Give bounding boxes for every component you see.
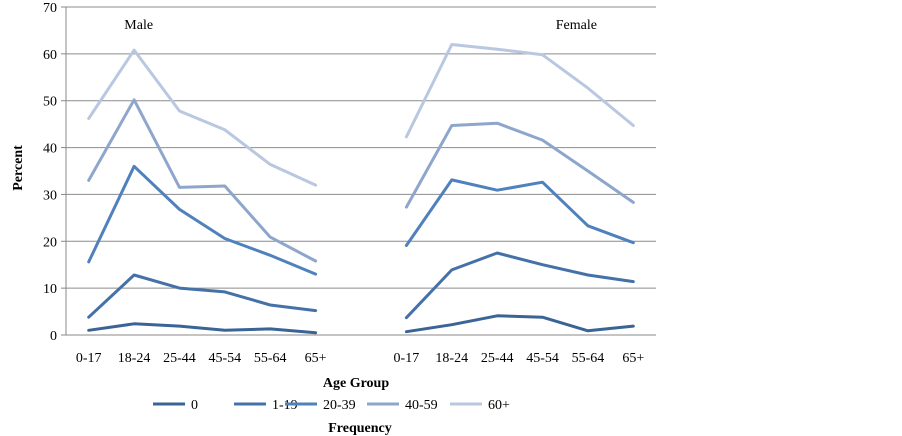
y-tick-label: 30 — [43, 188, 57, 203]
y-tick-label: 0 — [50, 329, 57, 344]
series-line-40-59 — [87, 98, 318, 263]
legend: 0 1-19 20-39 40-59 60+ — [153, 398, 510, 413]
legend-label: 0 — [191, 398, 198, 413]
legend-title: Frequency — [328, 421, 392, 436]
chart-panels: Male Female — [87, 18, 635, 335]
series-line-60+ — [87, 48, 318, 187]
y-tick-label: 40 — [43, 142, 57, 157]
panel-title: Female — [556, 18, 597, 33]
series-line-1-19 — [87, 273, 318, 319]
y-tick-label: 10 — [43, 282, 57, 297]
legend-item-20-39: 20-39 — [285, 398, 356, 413]
x-tick-label: 55-64 — [254, 351, 287, 366]
legend-item-60+: 60+ — [450, 398, 510, 413]
legend-item-1-19: 1-19 — [234, 398, 298, 413]
y-tick-label: 20 — [43, 235, 57, 250]
y-tick-label: 50 — [43, 95, 57, 110]
x-tick-label: 25-44 — [481, 351, 514, 366]
y-axis-title: Percent — [11, 145, 26, 191]
series-line-40-59 — [404, 121, 635, 209]
series-line-60+ — [404, 43, 635, 139]
x-tick-label: 18-24 — [118, 351, 151, 366]
legend-label: 40-59 — [405, 398, 438, 413]
x-tick-label: 0-17 — [394, 351, 420, 366]
panel-female: Female — [404, 18, 635, 334]
x-tick-label: 45-54 — [526, 351, 559, 366]
series-line-1-19 — [404, 251, 635, 320]
x-tick-label: 55-64 — [572, 351, 605, 366]
series-line-20-39 — [404, 178, 635, 247]
gridlines — [61, 6, 656, 336]
x-tick-label: 65+ — [622, 351, 644, 366]
x-tick-label: 25-44 — [163, 351, 196, 366]
x-axis-ticks: 0-17 18-24 25-44 45-54 55-64 65+ 0-17 18-24 25-4… — [76, 351, 644, 366]
panel-male: Male — [87, 18, 318, 335]
legend-item-0: 0 — [153, 398, 198, 413]
panel-title: Male — [124, 18, 153, 33]
series-line-0 — [87, 322, 318, 335]
series-line-0 — [404, 314, 635, 334]
legend-label: 20-39 — [323, 398, 356, 413]
y-tick-label: 60 — [43, 48, 57, 63]
series-line-20-39 — [87, 164, 318, 276]
x-tick-label: 18-24 — [435, 351, 468, 366]
x-tick-label: 65+ — [305, 351, 327, 366]
y-axis-ticks: 0 10 20 30 40 50 60 70 — [43, 1, 57, 344]
x-tick-label: 45-54 — [209, 351, 242, 366]
legend-item-40-59: 40-59 — [367, 398, 438, 413]
x-tick-label: 0-17 — [76, 351, 102, 366]
x-axis-title: Age Group — [323, 376, 389, 391]
legend-label: 60+ — [488, 398, 510, 413]
legend-label: 1-19 — [272, 398, 298, 413]
y-tick-label: 70 — [43, 1, 57, 16]
